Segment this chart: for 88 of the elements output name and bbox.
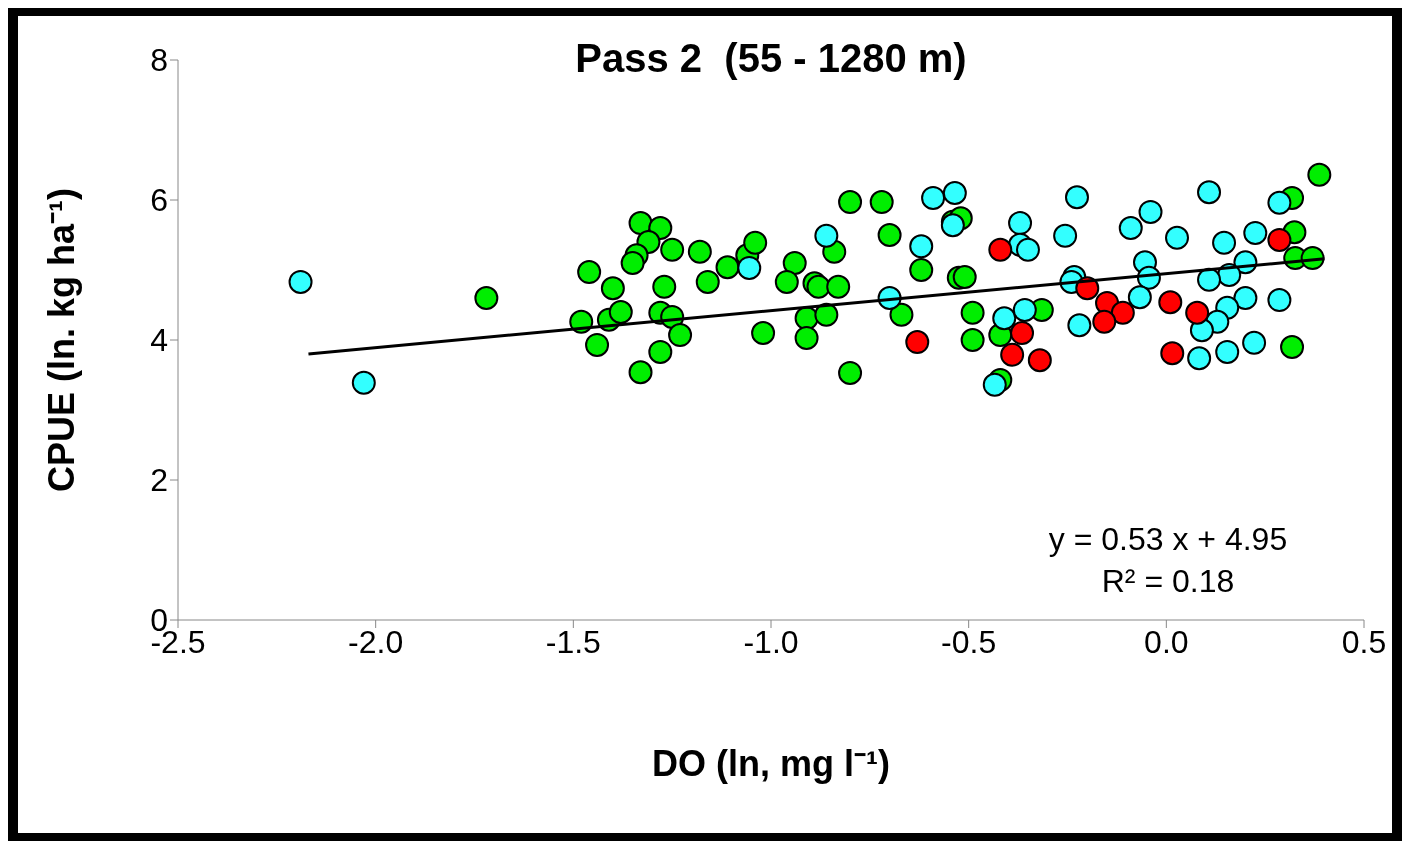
point <box>1027 348 1052 373</box>
point <box>992 306 1017 331</box>
point <box>1053 223 1078 248</box>
point <box>668 323 693 348</box>
point <box>1158 290 1183 315</box>
point <box>687 239 712 264</box>
x-tick-label: 0.0 <box>1144 623 1189 660</box>
point <box>608 300 633 324</box>
point <box>1267 288 1292 313</box>
point <box>600 276 625 301</box>
point <box>1267 190 1292 215</box>
point <box>869 190 894 215</box>
x-tick-label: -1.0 <box>743 623 799 660</box>
point <box>1233 286 1258 310</box>
point <box>982 372 1007 397</box>
y-axis-title: CPUE (ln. kg ha⁻¹) <box>39 187 83 493</box>
annotation: R² = 0.18 <box>1100 562 1236 601</box>
y-tick-label: 2 <box>150 462 168 499</box>
point <box>695 269 720 294</box>
chart-title: Pass 2 (55 - 1280 m) <box>574 36 968 81</box>
point <box>960 328 985 352</box>
y-tick-label: 4 <box>150 322 168 359</box>
point <box>814 223 839 248</box>
x-tick-label: -1.5 <box>545 623 601 660</box>
point <box>1067 313 1092 338</box>
point <box>774 269 799 294</box>
point <box>1012 297 1037 322</box>
point <box>1165 225 1190 250</box>
point <box>1185 300 1210 325</box>
point <box>942 181 967 205</box>
point <box>1280 335 1305 359</box>
point <box>909 234 934 259</box>
y-tick-label: 6 <box>150 182 168 219</box>
point <box>737 255 762 280</box>
point <box>988 237 1013 262</box>
point <box>1307 162 1332 187</box>
point <box>1215 339 1240 364</box>
point <box>1197 180 1222 205</box>
point <box>628 360 653 385</box>
point <box>743 230 768 255</box>
point <box>838 190 863 215</box>
point <box>1110 300 1135 325</box>
point <box>1197 267 1222 292</box>
point <box>940 213 965 238</box>
point <box>1064 185 1089 210</box>
point <box>660 237 685 262</box>
point <box>351 370 376 395</box>
point <box>960 300 985 325</box>
point <box>826 274 851 299</box>
point <box>1212 230 1237 255</box>
point <box>577 260 602 285</box>
point <box>814 302 839 327</box>
point <box>952 265 977 289</box>
point <box>1015 237 1040 262</box>
point <box>1000 342 1025 367</box>
point <box>1008 211 1033 236</box>
point <box>921 185 946 210</box>
point <box>905 330 930 355</box>
point <box>1267 227 1292 252</box>
point <box>751 321 776 345</box>
point <box>1010 321 1035 345</box>
point <box>620 251 645 275</box>
point <box>1243 220 1268 245</box>
point <box>288 269 313 294</box>
point <box>1242 330 1267 355</box>
point <box>1160 341 1185 366</box>
x-tick-label: 0.5 <box>1341 623 1387 660</box>
point <box>794 325 819 350</box>
point <box>715 255 740 280</box>
point <box>652 274 677 299</box>
point <box>1138 199 1163 224</box>
point <box>1118 216 1143 240</box>
point <box>909 258 934 282</box>
point <box>889 302 914 327</box>
point <box>1127 285 1152 310</box>
x-axis-title: DO (ln, mg l⁻¹) <box>651 742 891 786</box>
point <box>1187 346 1212 371</box>
point <box>1092 309 1117 334</box>
annotation: y = 0.53 x + 4.95 <box>1047 520 1289 559</box>
y-tick-label: 8 <box>150 42 168 79</box>
point <box>474 286 499 310</box>
point <box>585 332 610 357</box>
x-tick-label: -0.5 <box>941 623 997 660</box>
point <box>648 339 673 364</box>
x-tick-label: -2.0 <box>348 623 404 660</box>
point <box>782 251 807 275</box>
point <box>838 360 863 385</box>
point <box>877 223 902 247</box>
